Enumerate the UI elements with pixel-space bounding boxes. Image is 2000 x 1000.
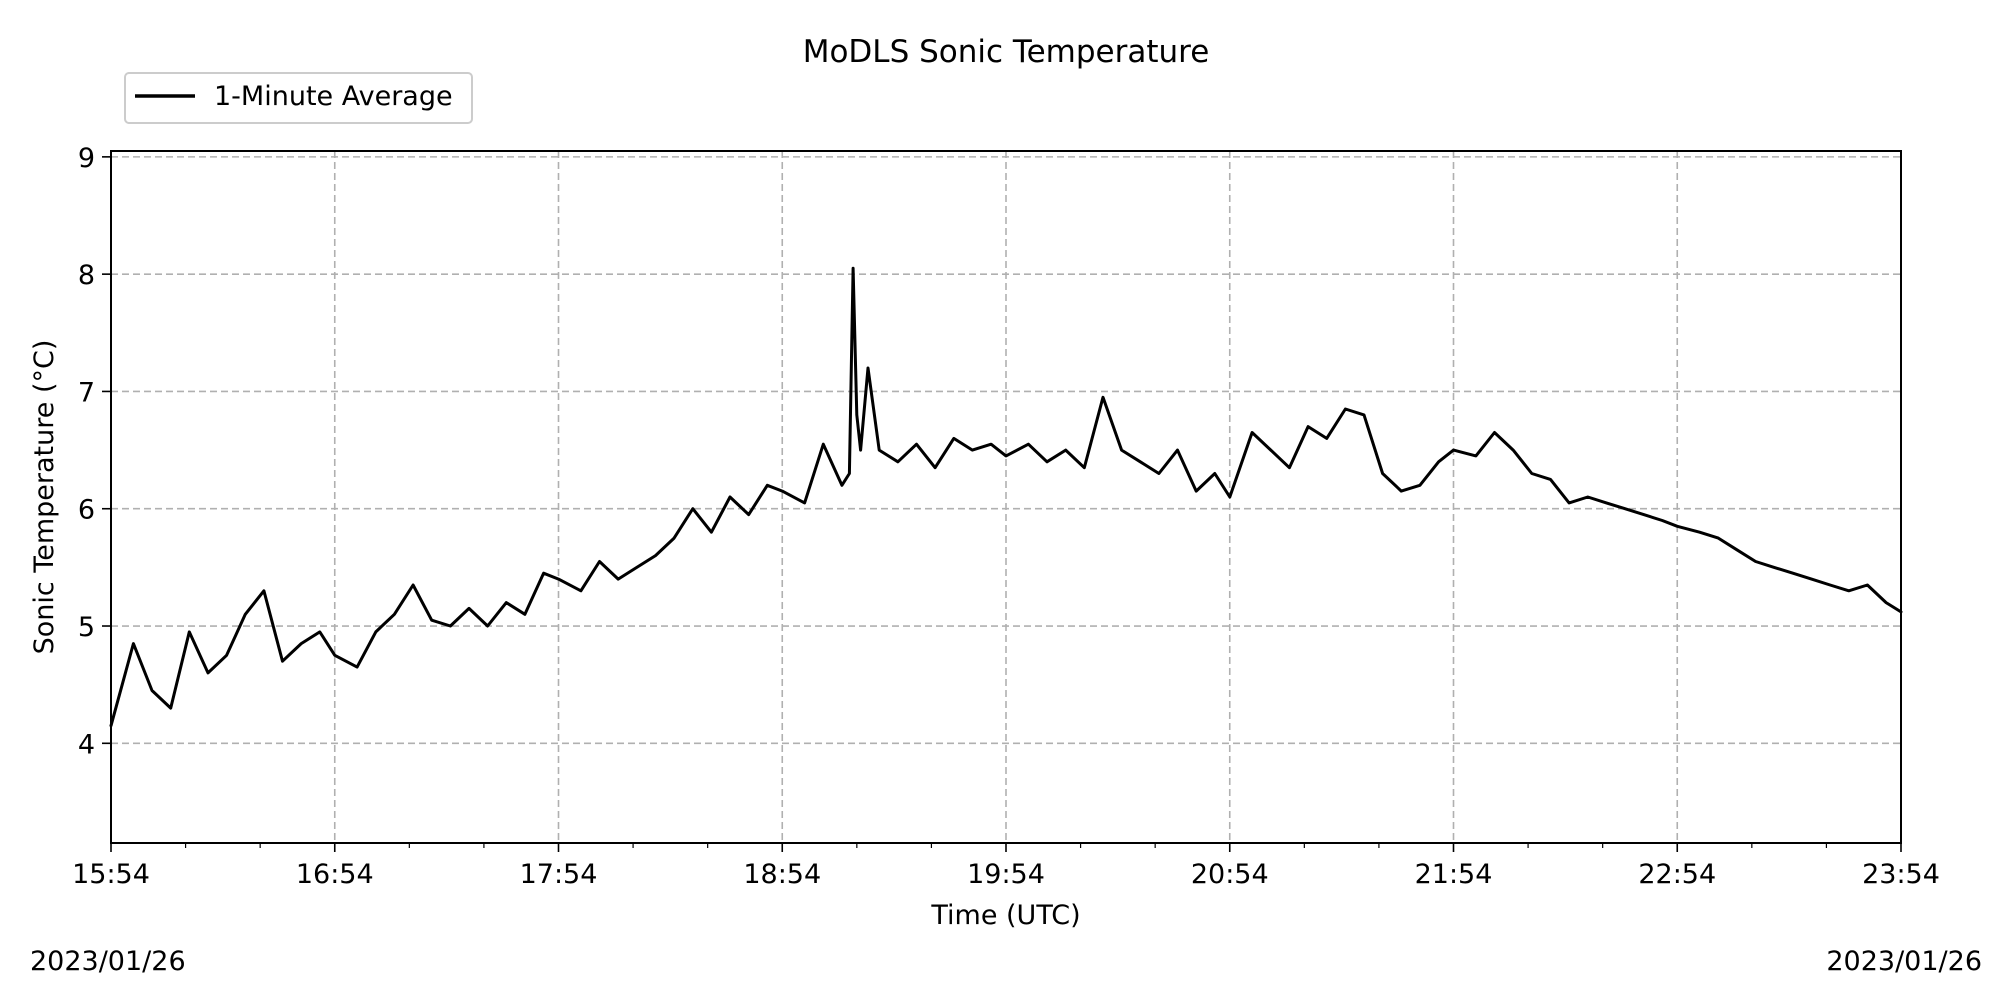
legend-box [124,72,473,124]
y-tick-label: 4 [78,729,95,760]
y-tick-label: 9 [78,143,95,174]
x-tick-label: 17:54 [520,859,598,890]
x-tick-label: 18:54 [743,859,821,890]
series-layer [109,266,1903,728]
legend-label: 1-Minute Average [214,81,453,112]
y-tick-label: 6 [78,495,95,526]
x-tick-label: 23:54 [1862,859,1940,890]
y-tick-label: 5 [78,612,95,643]
chart-title: MoDLS Sonic Temperature [803,34,1210,70]
x-axis-ticks: 15:54 16:54 17:54 18:54 19:54 20:54 21:54 22:54… [72,843,1940,890]
x-tick-label: 15:54 [72,859,150,890]
date-label-left: 2023/01/26 [30,946,186,977]
y-axis-label: Sonic Temperature (°C) [29,340,60,655]
date-label-right: 2023/01/26 [1826,946,1982,977]
series-line-1-minute-average [109,266,1903,728]
x-axis-label: Time (UTC) [930,900,1080,931]
y-tick-label: 8 [78,260,95,291]
y-axis-ticks: 4 5 6 7 8 9 [78,143,111,760]
x-tick-label: 20:54 [1191,859,1269,890]
y-tick-label: 7 [78,377,95,408]
grid-lines [110,151,1902,843]
x-tick-label: 22:54 [1638,859,1716,890]
x-tick-label: 21:54 [1415,859,1493,890]
x-tick-label: 16:54 [296,859,374,890]
legend: 1-Minute Average [124,72,473,124]
x-tick-label: 19:54 [967,859,1045,890]
